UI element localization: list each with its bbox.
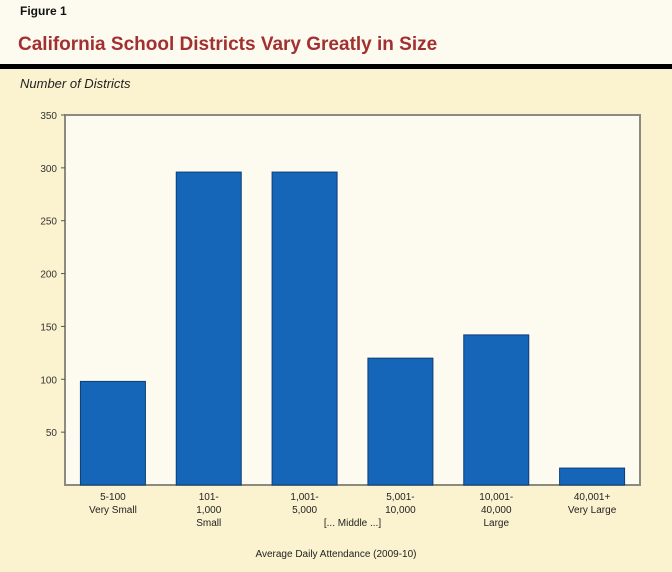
title-divider [0,64,672,69]
figure-label: Figure 1 [20,4,67,18]
bar [175,171,242,486]
x-tick-label: Large [483,518,509,529]
x-tick-label: 10,001- [479,492,513,503]
bar [559,467,626,486]
x-tick-label: 5,000 [292,505,317,516]
plot-area [64,114,641,486]
x-tick-label: Very Large [568,505,617,516]
x-tick-label: 5,001- [386,492,414,503]
x-group-label: [... Middle ...] [324,518,381,529]
x-tick-label: 1,000 [196,505,221,516]
bar [79,380,146,486]
x-tick-label: 5-100 [100,492,126,503]
x-tick-label: Very Small [89,505,137,516]
x-tick-label: 1,001- [290,492,318,503]
x-tick-label: 101- [199,492,219,503]
y-tick-label: 100 [40,375,57,386]
x-tick-label: 40,001+ [574,492,611,503]
y-tick-label: 350 [40,111,57,122]
y-tick-label: 200 [40,270,57,281]
bar [367,357,434,486]
x-tick-label: 40,000 [481,505,512,516]
y-tick-label: 50 [46,428,58,439]
y-tick-label: 250 [40,217,57,228]
chart-title: California School Districts Vary Greatly… [18,34,438,55]
x-tick-label: 10,000 [385,505,416,516]
bar [463,334,530,486]
bar [271,171,338,486]
y-axis-label: Number of Districts [20,76,131,91]
x-axis-label: Average Daily Attendance (2009-10) [255,549,417,560]
y-tick-label: 150 [40,322,57,333]
y-tick-label: 300 [40,164,57,175]
x-tick-label: Small [196,518,221,529]
